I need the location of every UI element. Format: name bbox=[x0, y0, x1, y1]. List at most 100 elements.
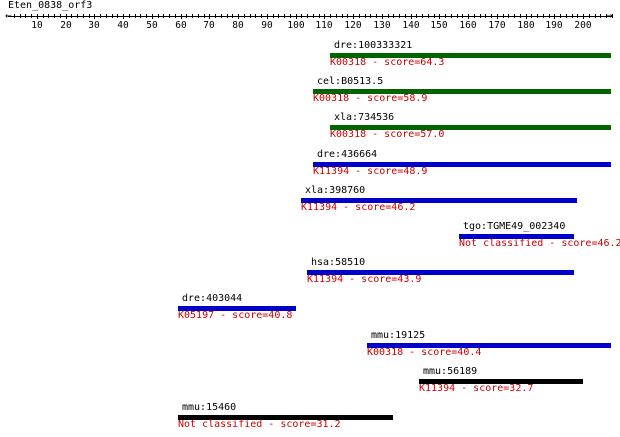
hit-score-link[interactable]: K11394 - score=32.7 bbox=[419, 383, 534, 394]
axis-minor-tick bbox=[393, 14, 394, 18]
hit-score-link[interactable]: K00318 - score=40.4 bbox=[367, 347, 482, 358]
axis-minor-tick bbox=[112, 14, 113, 18]
hit-alignment-bar[interactable] bbox=[313, 89, 611, 94]
axis-minor-tick bbox=[48, 14, 49, 18]
axis-major-tick bbox=[468, 14, 469, 19]
hit-name-link[interactable]: dre:436664 bbox=[317, 149, 378, 160]
axis-minor-tick bbox=[31, 14, 32, 18]
axis-major-tick bbox=[181, 14, 182, 19]
axis-minor-tick bbox=[336, 14, 337, 18]
axis-minor-tick bbox=[89, 14, 90, 18]
axis-minor-tick bbox=[106, 14, 107, 18]
axis-minor-tick bbox=[376, 14, 377, 18]
hit-name-link[interactable]: cel:B0513.5 bbox=[317, 76, 384, 87]
axis-minor-tick bbox=[313, 14, 314, 18]
query-title: Eten_0838_orf3 bbox=[8, 0, 93, 11]
axis-tick-label: 190 bbox=[545, 20, 563, 31]
hit-alignment-bar[interactable] bbox=[367, 343, 611, 348]
axis-major-tick bbox=[324, 14, 325, 19]
axis-major-tick bbox=[554, 14, 555, 19]
axis-minor-tick bbox=[278, 14, 279, 18]
axis-major-tick bbox=[296, 14, 297, 19]
hit-alignment-bar[interactable] bbox=[419, 379, 583, 384]
axis-minor-tick bbox=[158, 14, 159, 18]
hit-score-link[interactable]: Not classified - score=46.2 bbox=[459, 238, 620, 249]
axis-minor-tick bbox=[399, 14, 400, 18]
axis-minor-tick bbox=[60, 14, 61, 18]
axis-minor-tick bbox=[462, 14, 463, 18]
axis-minor-tick bbox=[577, 14, 578, 18]
axis-minor-tick bbox=[566, 14, 567, 18]
axis-minor-tick bbox=[572, 14, 573, 18]
hit-alignment-bar[interactable] bbox=[178, 306, 296, 311]
hit-name-link[interactable]: mmu:19125 bbox=[371, 330, 426, 341]
axis-minor-tick bbox=[451, 14, 452, 18]
axis-minor-tick bbox=[163, 14, 164, 18]
hit-score-link[interactable]: K11394 - score=46.2 bbox=[301, 202, 416, 213]
hit-name-link[interactable]: hsa:58510 bbox=[311, 257, 366, 268]
axis-major-tick bbox=[267, 14, 268, 19]
axis-minor-tick bbox=[77, 14, 78, 18]
hit-alignment-bar[interactable] bbox=[313, 162, 611, 167]
hit-name-link[interactable]: dre:100333321 bbox=[334, 40, 413, 51]
hit-alignment-bar[interactable] bbox=[307, 270, 574, 275]
axis-major-tick bbox=[37, 14, 38, 19]
axis-tick-label: 50 bbox=[146, 20, 158, 31]
axis-minor-tick bbox=[359, 14, 360, 18]
axis-minor-tick bbox=[186, 14, 187, 18]
axis-minor-tick bbox=[480, 14, 481, 18]
axis-major-tick bbox=[353, 14, 354, 19]
hit-score-link[interactable]: Not classified - score=31.2 bbox=[178, 419, 341, 430]
axis-minor-tick bbox=[503, 14, 504, 18]
hit-score-link[interactable]: K11394 - score=43.9 bbox=[307, 274, 422, 285]
axis-left-arrow-icon: ← bbox=[5, 9, 12, 22]
axis-minor-tick bbox=[600, 14, 601, 18]
axis-major-tick bbox=[526, 14, 527, 19]
axis-minor-tick bbox=[537, 14, 538, 18]
hit-score-link[interactable]: K00318 - score=64.3 bbox=[330, 57, 445, 68]
axis-minor-tick bbox=[543, 14, 544, 18]
hit-score-link[interactable]: K00318 - score=58.9 bbox=[313, 93, 428, 104]
axis-major-tick bbox=[209, 14, 210, 19]
axis-minor-tick bbox=[370, 14, 371, 18]
axis-right-arrow-icon: → bbox=[606, 9, 613, 22]
axis-minor-tick bbox=[428, 14, 429, 18]
axis-tick-label: 170 bbox=[488, 20, 506, 31]
axis-minor-tick bbox=[25, 14, 26, 18]
hit-name-link[interactable]: xla:398760 bbox=[305, 185, 366, 196]
axis-minor-tick bbox=[244, 14, 245, 18]
axis-major-tick bbox=[66, 14, 67, 19]
axis-minor-tick bbox=[129, 14, 130, 18]
axis-minor-tick bbox=[347, 14, 348, 18]
axis-minor-tick bbox=[445, 14, 446, 18]
axis-minor-tick bbox=[54, 14, 55, 18]
axis-minor-tick bbox=[221, 14, 222, 18]
hit-alignment-bar[interactable] bbox=[301, 198, 577, 203]
hit-name-link[interactable]: tgo:TGME49_002340 bbox=[463, 221, 566, 232]
axis-tick-label: 10 bbox=[31, 20, 43, 31]
axis-minor-tick bbox=[330, 14, 331, 18]
hit-alignment-bar[interactable] bbox=[178, 415, 393, 420]
hit-name-link[interactable]: xla:734536 bbox=[334, 112, 395, 123]
hit-score-link[interactable]: K00318 - score=57.0 bbox=[330, 129, 445, 140]
hit-alignment-bar[interactable] bbox=[330, 125, 611, 130]
axis-minor-tick bbox=[606, 14, 607, 18]
axis-minor-tick bbox=[261, 14, 262, 18]
hit-name-link[interactable]: dre:403044 bbox=[182, 293, 243, 304]
hit-score-link[interactable]: K05197 - score=40.8 bbox=[178, 310, 293, 321]
hit-name-link[interactable]: mmu:15460 bbox=[182, 402, 237, 413]
axis-minor-tick bbox=[589, 14, 590, 18]
axis-minor-tick bbox=[71, 14, 72, 18]
axis-minor-tick bbox=[227, 14, 228, 18]
axis-minor-tick bbox=[457, 14, 458, 18]
hit-name-link[interactable]: mmu:56189 bbox=[423, 366, 478, 377]
hit-score-link[interactable]: K11394 - score=48.9 bbox=[313, 166, 428, 177]
axis-minor-tick bbox=[204, 14, 205, 18]
hit-alignment-bar[interactable] bbox=[459, 234, 574, 239]
axis-minor-tick bbox=[416, 14, 417, 18]
hit-alignment-bar[interactable] bbox=[330, 53, 611, 58]
axis-minor-tick bbox=[250, 14, 251, 18]
axis-minor-tick bbox=[83, 14, 84, 18]
axis-minor-tick bbox=[319, 14, 320, 18]
